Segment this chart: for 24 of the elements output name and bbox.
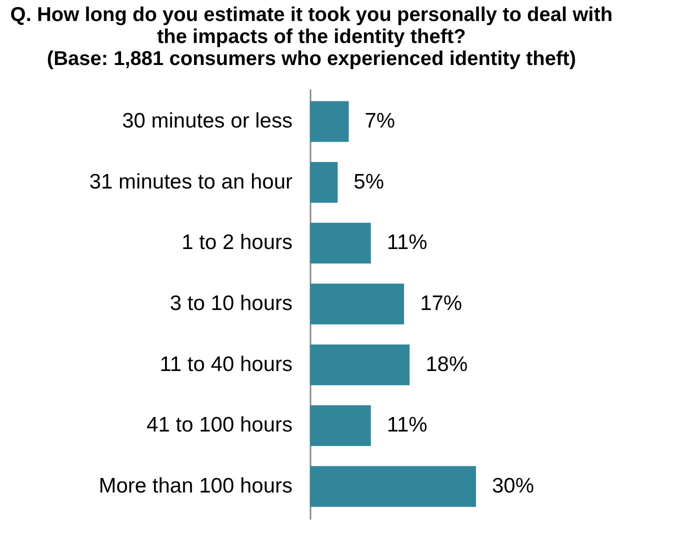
data-label: 30% <box>492 474 534 498</box>
y-tick-label: 3 to 10 hours <box>170 292 292 315</box>
bar <box>310 405 371 446</box>
data-label: 11% <box>386 414 428 437</box>
bar <box>310 101 349 142</box>
y-tick-label: 31 minutes to an hour <box>89 170 292 194</box>
bar <box>310 162 338 203</box>
data-label: 18% <box>426 352 468 376</box>
data-label: 7% <box>364 110 396 133</box>
y-tick-label: More than 100 hours <box>98 474 292 498</box>
bar <box>310 344 410 386</box>
y-tick-label: 1 to 2 hours <box>182 231 292 254</box>
y-tick-label: 30 minutes or less <box>122 110 292 133</box>
data-label: 17% <box>420 292 462 315</box>
bar <box>310 466 476 507</box>
bar <box>310 284 404 324</box>
y-tick-label: 11 to 40 hours <box>160 352 292 376</box>
text: (Base: 1,881 consumers who experienced identity theft) <box>46 48 576 70</box>
bar <box>310 222 371 264</box>
y-tick-label: 41 to 100 hours <box>146 414 292 437</box>
text: the impacts of the identity theft? <box>156 26 466 48</box>
text: Q. How long do you estimate it took you personally to deal with <box>10 4 613 26</box>
data-label: 11% <box>386 231 428 254</box>
data-label: 5% <box>354 170 384 194</box>
